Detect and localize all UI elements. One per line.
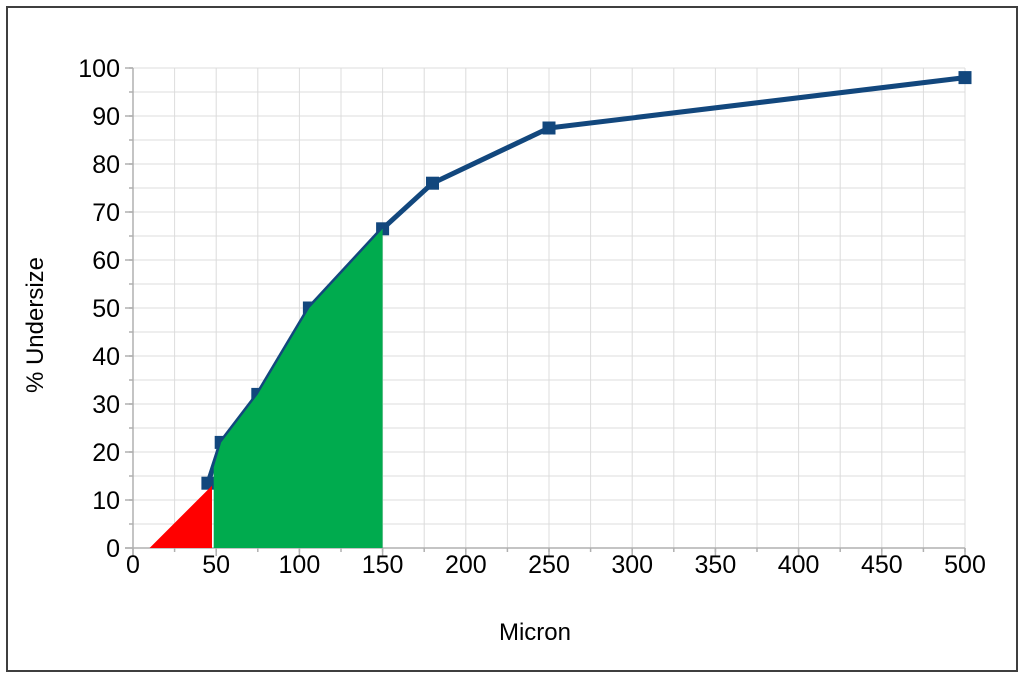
x-tick-label: 100 <box>279 551 321 579</box>
series-line <box>205 75 968 486</box>
tick-labels: 0 50 100 150 200 250 300 350 400 450 500 0 10 20 30 40 5… <box>78 55 986 579</box>
x-tick-label: 0 <box>126 551 140 579</box>
axes <box>125 67 966 556</box>
y-tick-label: 80 <box>92 151 120 179</box>
x-tick-label: 250 <box>528 551 570 579</box>
x-tick-label: 350 <box>695 551 737 579</box>
y-tick-label: 90 <box>92 103 120 131</box>
green-50-150-area <box>213 228 383 549</box>
data-point-marker <box>201 476 215 490</box>
x-tick-label: 50 <box>202 551 230 579</box>
y-tick-label: 30 <box>92 391 120 419</box>
red-undersize-triangle <box>149 485 212 548</box>
y-tick-label: 20 <box>92 439 120 467</box>
x-tick-label: 500 <box>944 551 986 579</box>
y-tick-label: 0 <box>106 535 120 563</box>
data-point-marker <box>958 71 972 85</box>
y-tick-label: 60 <box>92 247 120 275</box>
y-tick-label: 50 <box>92 295 120 323</box>
y-tick-label: 10 <box>92 487 120 515</box>
x-tick-label: 450 <box>861 551 903 579</box>
y-tick-label: 100 <box>78 55 120 83</box>
x-axis-title: Micron <box>499 619 571 646</box>
outer-frame <box>6 6 1018 672</box>
shaded-regions <box>149 228 383 549</box>
x-tick-label: 200 <box>445 551 487 579</box>
x-tick-label: 150 <box>362 551 404 579</box>
data-point-marker <box>542 121 556 135</box>
y-tick-label: 40 <box>92 343 120 371</box>
y-axis-title: % Undersize <box>22 257 49 393</box>
x-tick-label: 400 <box>778 551 820 579</box>
x-tick-label: 300 <box>611 551 653 579</box>
y-tick-label: 70 <box>92 199 120 227</box>
data-point-marker <box>426 176 439 190</box>
